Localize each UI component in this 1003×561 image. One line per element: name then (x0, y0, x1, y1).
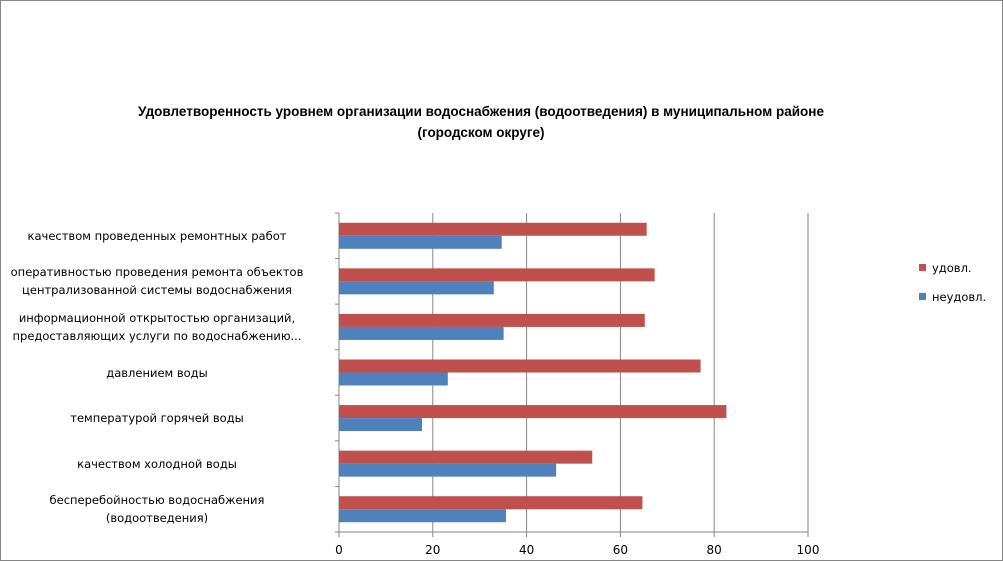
category-label-line: качеством проведенных ремонтных работ (27, 228, 287, 243)
bar-unsatisfied (339, 463, 557, 477)
category-label: оперативностью проведения ремонта объект… (1, 263, 322, 299)
category-label-line: централизованной системы водоснабжения (22, 283, 292, 298)
category-label: давлением воды (1, 364, 322, 382)
bar-unsatisfied (339, 326, 504, 340)
category-label-line: температурой горячей воды (70, 411, 244, 426)
category-label-line: (водоотведения) (105, 511, 209, 526)
category-label: бесперебойностью водоснабжения (водоотвед… (1, 491, 322, 527)
legend-label: неудовл. (932, 289, 987, 304)
legend-label: удовл. (932, 260, 972, 275)
category-label-line: оперативностью проведения ремонта объект… (10, 265, 304, 280)
legend-swatch-satisfied (919, 264, 926, 271)
bar-satisfied (339, 268, 655, 282)
bar-satisfied (339, 405, 727, 419)
x-tick-label: 0 (335, 543, 343, 557)
category-label: температурой горячей воды (1, 409, 322, 427)
chart-title: Удовлетворенность уровнем организации во… (61, 101, 901, 143)
category-label: информационной открытостью организаций, п… (1, 309, 322, 345)
category-label: качеством проведенных ремонтных работ (1, 227, 322, 245)
category-label: качеством холодной воды (1, 455, 322, 473)
category-label-line: предоставляющих услуги по водоснабжению.… (12, 328, 302, 343)
x-tick-label: 100 (796, 543, 820, 557)
legend-swatch-unsatisfied (919, 293, 926, 300)
category-label-line: качеством холодной воды (77, 456, 237, 471)
legend-item-satisfied: удовл. (919, 259, 986, 276)
legend: удовл. неудовл. (919, 259, 986, 317)
x-tick-label: 80 (706, 543, 722, 557)
bar-satisfied (339, 313, 645, 327)
bar-satisfied (339, 450, 593, 464)
bar-unsatisfied (339, 281, 494, 295)
chart-title-line-2: (городском округе) (417, 125, 545, 140)
bar-satisfied (339, 496, 643, 510)
bar-unsatisfied (339, 235, 502, 249)
x-tick-label: 40 (518, 543, 535, 557)
bar-satisfied (339, 359, 701, 373)
category-label-line: бесперебойностью водоснабжения (49, 493, 265, 508)
x-tick-label: 60 (612, 543, 629, 557)
bar-unsatisfied (339, 372, 448, 386)
chart-title-line-1: Удовлетворенность уровнем организации во… (138, 104, 824, 119)
bar-unsatisfied (339, 418, 423, 432)
bar-satisfied (339, 222, 647, 236)
category-label-line: информационной открытостью организаций, (18, 310, 296, 325)
category-label-line: давлением воды (106, 365, 208, 380)
bar-unsatisfied (339, 509, 506, 523)
x-tick-label: 20 (425, 543, 441, 557)
legend-item-unsatisfied: неудовл. (919, 288, 986, 305)
